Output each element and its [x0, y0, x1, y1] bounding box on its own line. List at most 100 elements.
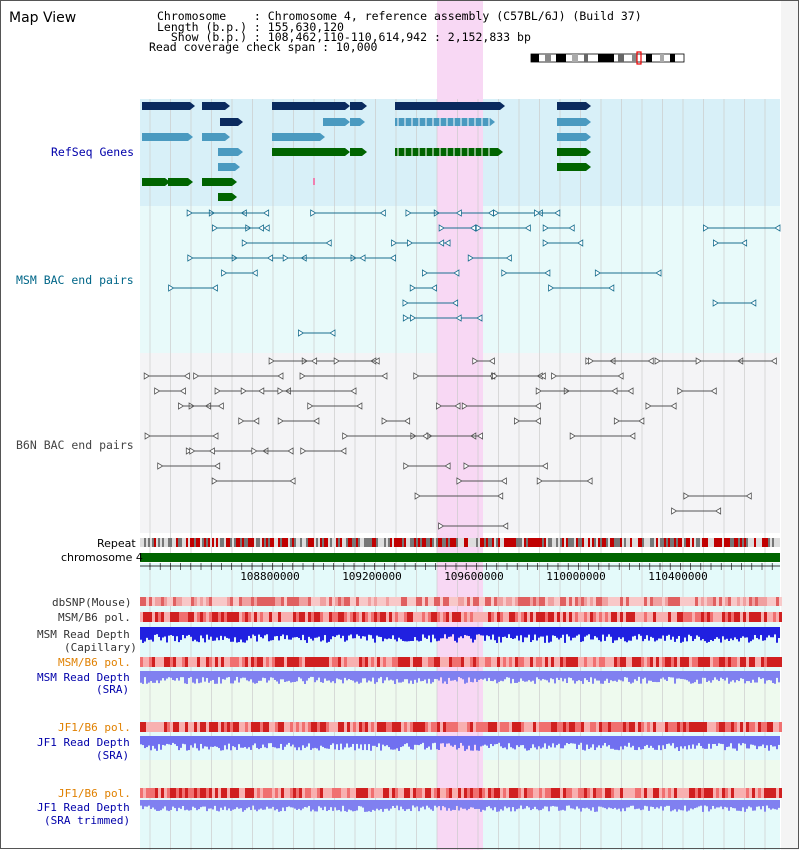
repeat-segment [500, 538, 502, 547]
msm-b6-pol-cell [647, 612, 650, 622]
jf1-b6-pol-trim-cell [335, 788, 338, 798]
repeat-segment [212, 538, 214, 547]
jf1-trim-depth-bar [256, 800, 258, 812]
msm-b6-pol-cell [662, 612, 665, 622]
repeat-segment [220, 538, 222, 547]
b6n-bac-end-pairs-label[interactable]: B6N BAC end pairs [16, 438, 134, 452]
msm-b6-pol-sra-cell [362, 657, 365, 667]
msm-sra-depth-bar [352, 671, 354, 681]
msm-b6-pol-sra-cell [440, 657, 443, 667]
msm-capillary-depth-bar [158, 627, 160, 637]
msm-capillary-depth-bar [264, 627, 266, 636]
msm-capillary-depth-bar [562, 627, 564, 635]
msm-sra-depth-bar [766, 671, 768, 681]
jf1-sra-depth-bar [338, 736, 340, 751]
jf1-sra-depth-bar [678, 736, 680, 751]
msm-sra-depth-bar [412, 671, 414, 684]
jf1-trim-depth-bar [544, 800, 546, 807]
jf1-sra-depth-bar [710, 736, 712, 749]
jf1-b6-pol-trim-cell [548, 788, 551, 798]
jf1-b6-pol-cell [440, 722, 443, 732]
jf1-b6-pol-cell [452, 722, 455, 732]
msm-bac-end-pairs-label[interactable]: MSM BAC end pairs [16, 273, 134, 287]
dbsnp-cell [254, 597, 257, 606]
msm-b6-pol-sra-cell [410, 657, 413, 667]
repeat-segment [634, 538, 636, 547]
msm-b6-pol-cell [386, 612, 389, 622]
jf1-trim-depth-bar [270, 800, 272, 809]
msm-b6-pol-sra-cell [689, 657, 692, 667]
msm-b6-pol-sra-cell [437, 657, 440, 667]
msm-b6-pol-cell [686, 612, 689, 622]
dbsnp-cell [374, 597, 377, 606]
msm-b6-pol-sra-cell [368, 657, 371, 667]
jf1-sra-depth-bar [544, 736, 546, 744]
msm-sra-depth-bar [424, 671, 426, 680]
jf1-b6-pol-trim-cell [266, 788, 269, 798]
msm-capillary-depth-bar [248, 627, 250, 636]
repeat-segment [736, 538, 738, 547]
jf1-sra-depth-bar [288, 736, 290, 743]
repeat-segment [694, 538, 696, 547]
repeat-segment [240, 538, 242, 547]
msm-sra-depth-bar [554, 671, 556, 684]
msm-capillary-depth-bar [624, 627, 626, 642]
jf1-b6-pol-trim-cell [329, 788, 332, 798]
msm-b6-pol-sra-cell [188, 657, 191, 667]
dbsnp-cell [566, 597, 569, 606]
msm-b6-pol-sra-cell [365, 657, 368, 667]
msm-capillary-depth-bar [648, 627, 650, 641]
repeat-segment [284, 538, 286, 547]
jf1-b6-pol-cell [686, 722, 689, 732]
msm-sra-depth-bar [508, 671, 510, 678]
jf1-trim-depth-bar [550, 800, 552, 807]
jf1-sra-depth-bar [426, 736, 428, 748]
jf1-sra-depth-bar [618, 736, 620, 751]
repeat-segment [776, 538, 778, 547]
jf1-trim-depth-bar [736, 800, 738, 811]
axis-tick-label: 110000000 [546, 570, 606, 583]
jf1-sra-depth-bar [232, 736, 234, 747]
refseq-gene [557, 133, 586, 141]
msm-capillary-depth-bar [236, 627, 238, 643]
msm-capillary-depth-bar [216, 627, 218, 638]
msm-capillary-depth-bar [456, 627, 458, 643]
msm-b6-pol-cell [323, 612, 326, 622]
jf1-sra-depth-bar [178, 736, 180, 751]
msm-b6-pol-sra-cell [527, 657, 530, 667]
jf1-b6-pol-trim-cell [743, 788, 746, 798]
jf1-b6-pol-trim-cell [692, 788, 695, 798]
msm-b6-pol-cell [422, 612, 425, 622]
repeat-segment [580, 538, 582, 547]
msm-b6-pol-sra-cell [335, 657, 338, 667]
msm-b6-pol-sra-cell [386, 657, 389, 667]
refseq-genes-label[interactable]: RefSeq Genes [51, 145, 135, 159]
jf1-b6-pol-cell [314, 722, 317, 732]
jf1-b6-pol-cell [779, 722, 782, 732]
msm-b6-pol-cell [569, 612, 572, 622]
dbsnp-cell [362, 597, 365, 606]
msm-b6-pol-sra-cell [344, 657, 347, 667]
msm-b6-pol-sra-cell [728, 657, 731, 667]
msm-sra-depth-bar [618, 671, 620, 680]
repeat-segment [232, 538, 234, 547]
repeat-segment [276, 538, 278, 547]
jf1-b6-pol-cell [581, 722, 584, 732]
msm-capillary-depth-bar [172, 627, 174, 636]
jf1-sra-depth-bar [424, 736, 426, 750]
msm-sra-depth-bar [442, 671, 444, 684]
repeat-segment [328, 538, 330, 547]
repeat-segment [434, 538, 436, 547]
jf1-b6-pol-cell [458, 722, 461, 732]
jf1-sra-depth-bar [644, 736, 646, 747]
jf1-sra-depth-bar [550, 736, 552, 748]
repeat-segment [368, 538, 370, 547]
jf1-trim-depth-bar [620, 800, 622, 812]
jf1-trim-depth-bar [286, 800, 288, 808]
msm-b6-pol-cell [767, 612, 770, 622]
msm-b6-pol-cell [728, 612, 731, 622]
msm-b6-pol-sra-cell [197, 657, 200, 667]
msm-b6-pol-cell [473, 612, 476, 622]
repeat-segment [418, 538, 420, 547]
